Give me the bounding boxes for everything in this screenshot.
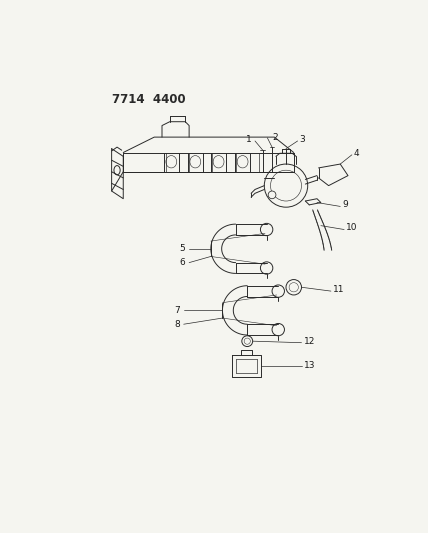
- Text: 10: 10: [346, 223, 358, 232]
- Circle shape: [260, 223, 273, 236]
- Text: 2: 2: [273, 133, 279, 142]
- Ellipse shape: [237, 156, 248, 168]
- Text: 3: 3: [299, 135, 305, 144]
- Circle shape: [270, 170, 301, 201]
- Ellipse shape: [213, 156, 224, 168]
- Text: 11: 11: [333, 285, 345, 294]
- Text: 7714  4400: 7714 4400: [112, 93, 185, 106]
- Text: 7: 7: [174, 306, 180, 315]
- Circle shape: [289, 282, 298, 292]
- Ellipse shape: [166, 156, 177, 168]
- Text: 13: 13: [304, 361, 315, 370]
- Circle shape: [242, 336, 253, 346]
- Text: 6: 6: [179, 258, 185, 267]
- Circle shape: [272, 285, 285, 297]
- Ellipse shape: [114, 166, 120, 175]
- Text: 5: 5: [179, 244, 185, 253]
- Circle shape: [244, 338, 250, 344]
- Circle shape: [260, 262, 273, 274]
- Text: 8: 8: [174, 320, 180, 329]
- Circle shape: [268, 191, 276, 199]
- Text: 4: 4: [354, 149, 359, 158]
- Ellipse shape: [190, 156, 201, 168]
- Circle shape: [286, 280, 301, 295]
- Text: 1: 1: [246, 135, 252, 144]
- Circle shape: [272, 324, 285, 336]
- Text: 9: 9: [342, 200, 348, 209]
- Circle shape: [265, 164, 308, 207]
- Text: 12: 12: [304, 337, 315, 346]
